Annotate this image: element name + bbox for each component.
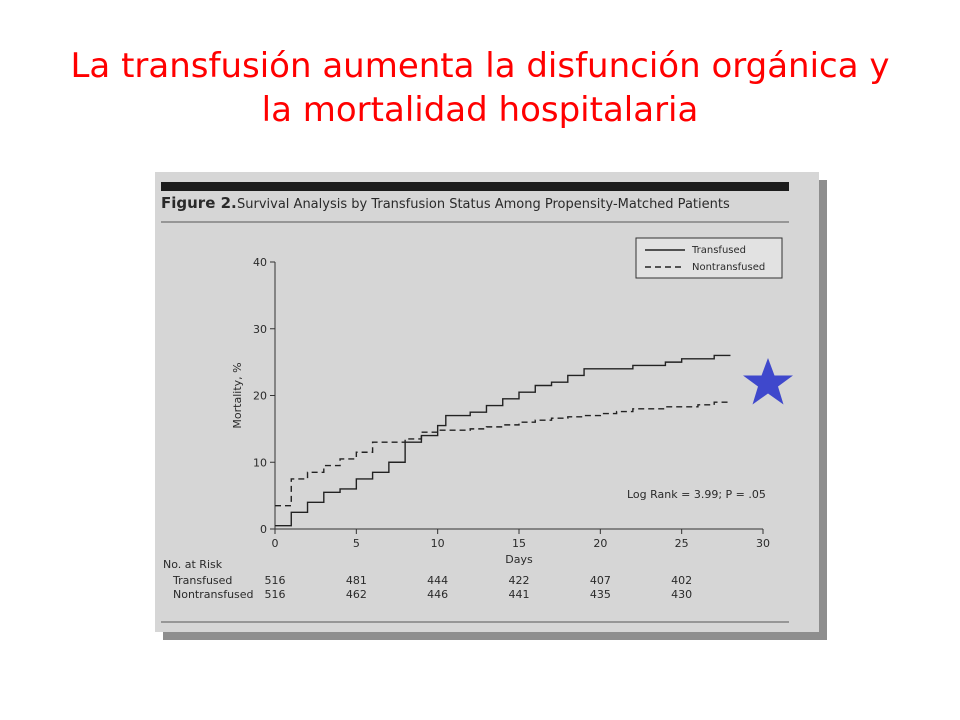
legend-box bbox=[635, 237, 783, 279]
risk-cell: 516 bbox=[265, 588, 286, 601]
risk-cell: 407 bbox=[590, 574, 611, 587]
risk-cell: 402 bbox=[671, 574, 692, 587]
risk-table: No. at Risk Transfused 516 481 444 422 407 402… bbox=[163, 558, 692, 601]
risk-cell: 516 bbox=[265, 574, 286, 587]
risk-cell: 444 bbox=[427, 574, 448, 587]
star-icon bbox=[743, 358, 793, 405]
risk-row-label: Nontransfused bbox=[173, 588, 254, 601]
y-axis-label: Mortality, % bbox=[231, 362, 244, 428]
risk-cell: 481 bbox=[346, 574, 367, 587]
legend-label-nontransfused: Nontransfused bbox=[692, 262, 765, 273]
x-tick-label: 25 bbox=[675, 537, 689, 550]
series-layer bbox=[275, 354, 731, 527]
chart-axes: 0 10 20 30 40 0 5 10 15 20 25 30 Days Mortality, % bbox=[231, 256, 770, 566]
slide-title-line1: La transfusión aumenta la disfunción org… bbox=[70, 46, 890, 86]
risk-cell: 446 bbox=[427, 588, 448, 601]
figure-panel: Figure 2. Survival Analysis by Transfusi… bbox=[155, 172, 819, 632]
risk-cell: 462 bbox=[346, 588, 367, 601]
series-line-nontransfused bbox=[275, 401, 731, 507]
y-tick-label: 30 bbox=[253, 323, 267, 336]
log-rank-annotation: Log Rank = 3.99; P = .05 bbox=[627, 488, 766, 501]
risk-cell: 430 bbox=[671, 588, 692, 601]
x-tick-label: 15 bbox=[512, 537, 526, 550]
risk-cell: 422 bbox=[509, 574, 530, 587]
x-tick-label: 5 bbox=[353, 537, 360, 550]
y-tick-label: 0 bbox=[260, 523, 267, 536]
survival-chart: Figure 2. Survival Analysis by Transfusi… bbox=[155, 172, 819, 632]
y-tick-label: 20 bbox=[253, 390, 267, 403]
x-axis-label: Days bbox=[505, 553, 533, 566]
x-tick-label: 20 bbox=[593, 537, 607, 550]
y-tick-label: 10 bbox=[253, 456, 267, 469]
figure-caption-text: Survival Analysis by Transfusion Status … bbox=[237, 197, 730, 212]
figure-caption-label: Figure 2. bbox=[161, 194, 237, 212]
y-tick-label: 40 bbox=[253, 256, 267, 269]
x-tick-label: 10 bbox=[431, 537, 445, 550]
figure-top-bar bbox=[161, 182, 789, 191]
slide-title: La transfusión aumenta la disfunción org… bbox=[0, 44, 960, 132]
slide-title-line2: la mortalidad hospitalaria bbox=[261, 90, 699, 130]
legend: Transfused Nontransfused bbox=[635, 237, 783, 279]
x-tick-label: 0 bbox=[272, 537, 279, 550]
series-line-transfused bbox=[275, 354, 731, 527]
risk-row-label: Transfused bbox=[172, 574, 232, 587]
risk-cell: 441 bbox=[509, 588, 530, 601]
legend-label-transfused: Transfused bbox=[691, 245, 746, 256]
risk-cell: 435 bbox=[590, 588, 611, 601]
risk-table-header: No. at Risk bbox=[163, 558, 223, 571]
x-tick-label: 30 bbox=[756, 537, 770, 550]
